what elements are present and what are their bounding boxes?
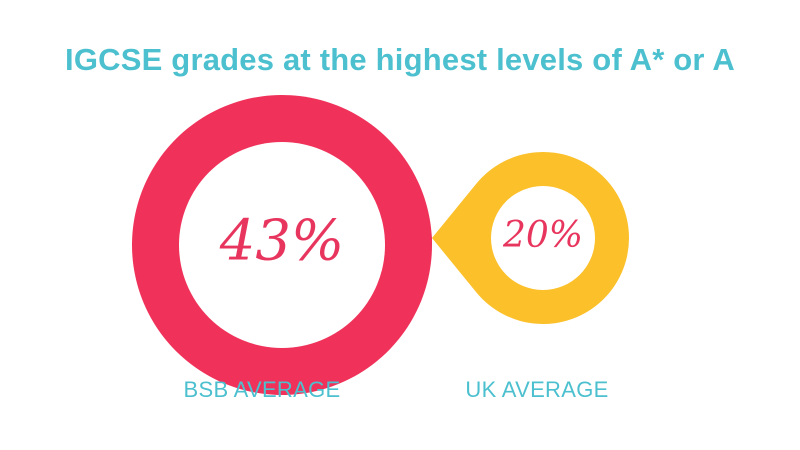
uk-drop-hole [491,186,595,290]
chart-title: IGCSE grades at the highest levels of A*… [65,42,735,77]
bsb-drop: 43% BSB AVERAGE [131,94,432,402]
bsb-drop-hole [179,142,385,348]
bsb-category-label: BSB AVERAGE [184,377,341,402]
uk-category-label: UK AVERAGE [465,377,608,402]
bsb-value-label: 43% [219,209,344,274]
uk-value-label: 20% [502,215,583,256]
uk-drop: 20% UK AVERAGE [432,151,630,402]
